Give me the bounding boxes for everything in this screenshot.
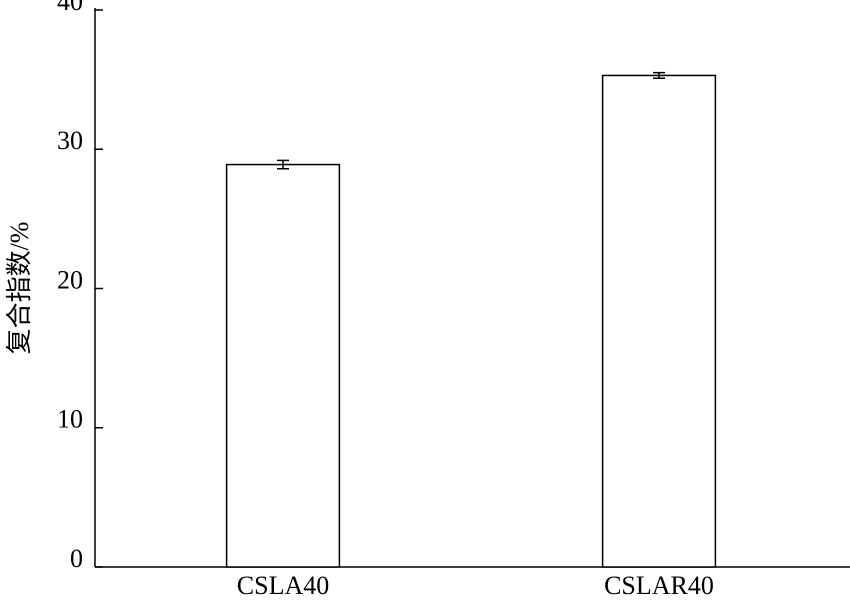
y-tick-label: 0 xyxy=(70,544,83,573)
x-tick-label: CSLAR40 xyxy=(604,571,714,600)
y-tick-label: 10 xyxy=(57,405,83,434)
y-tick-label: 30 xyxy=(57,126,83,155)
y-axis-label: 复合指数/% xyxy=(5,222,34,355)
y-tick-label: 40 xyxy=(57,0,83,16)
bar xyxy=(601,74,717,568)
error-bar xyxy=(653,71,665,79)
error-bar xyxy=(277,159,289,170)
x-tick-label: CSLA40 xyxy=(237,571,329,600)
bar xyxy=(225,163,341,568)
y-tick-label: 20 xyxy=(57,265,83,294)
